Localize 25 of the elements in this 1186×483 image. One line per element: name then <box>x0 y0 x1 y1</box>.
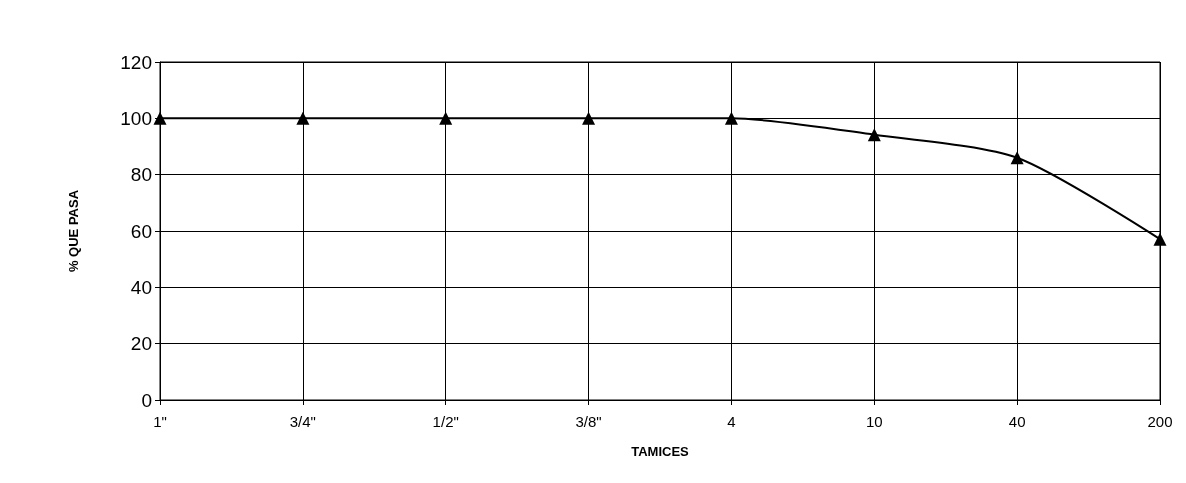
y-tick-label: 120 <box>120 51 152 73</box>
y-tick-label: 100 <box>120 107 152 129</box>
point <box>1010 151 1024 165</box>
point <box>439 111 453 125</box>
y-tick-label: 80 <box>130 164 152 186</box>
y-tick-label: 60 <box>130 220 152 242</box>
point <box>724 111 738 125</box>
point <box>1153 232 1167 246</box>
x-tick-label: 1" <box>153 413 167 430</box>
x-tick-label: 3/8" <box>575 413 602 430</box>
x-tick-label: 10 <box>865 413 883 430</box>
x-tick-label: 3/4" <box>289 413 316 430</box>
point <box>867 128 881 142</box>
y-tick-label: 0 <box>141 389 152 411</box>
x-tick-label: 1/2" <box>432 413 459 430</box>
x-tick-label: 4 <box>727 413 736 430</box>
point <box>296 111 310 125</box>
y-tick-label: 40 <box>130 276 152 298</box>
y-axis-title: % QUE PASA <box>66 189 81 273</box>
point <box>153 111 167 125</box>
y-tick-label: 20 <box>130 333 152 355</box>
point <box>582 111 596 125</box>
x-tick-label: 200 <box>1147 413 1173 430</box>
x-tick-label: 40 <box>1008 413 1026 430</box>
x-axis-title: TAMICES <box>631 444 690 459</box>
